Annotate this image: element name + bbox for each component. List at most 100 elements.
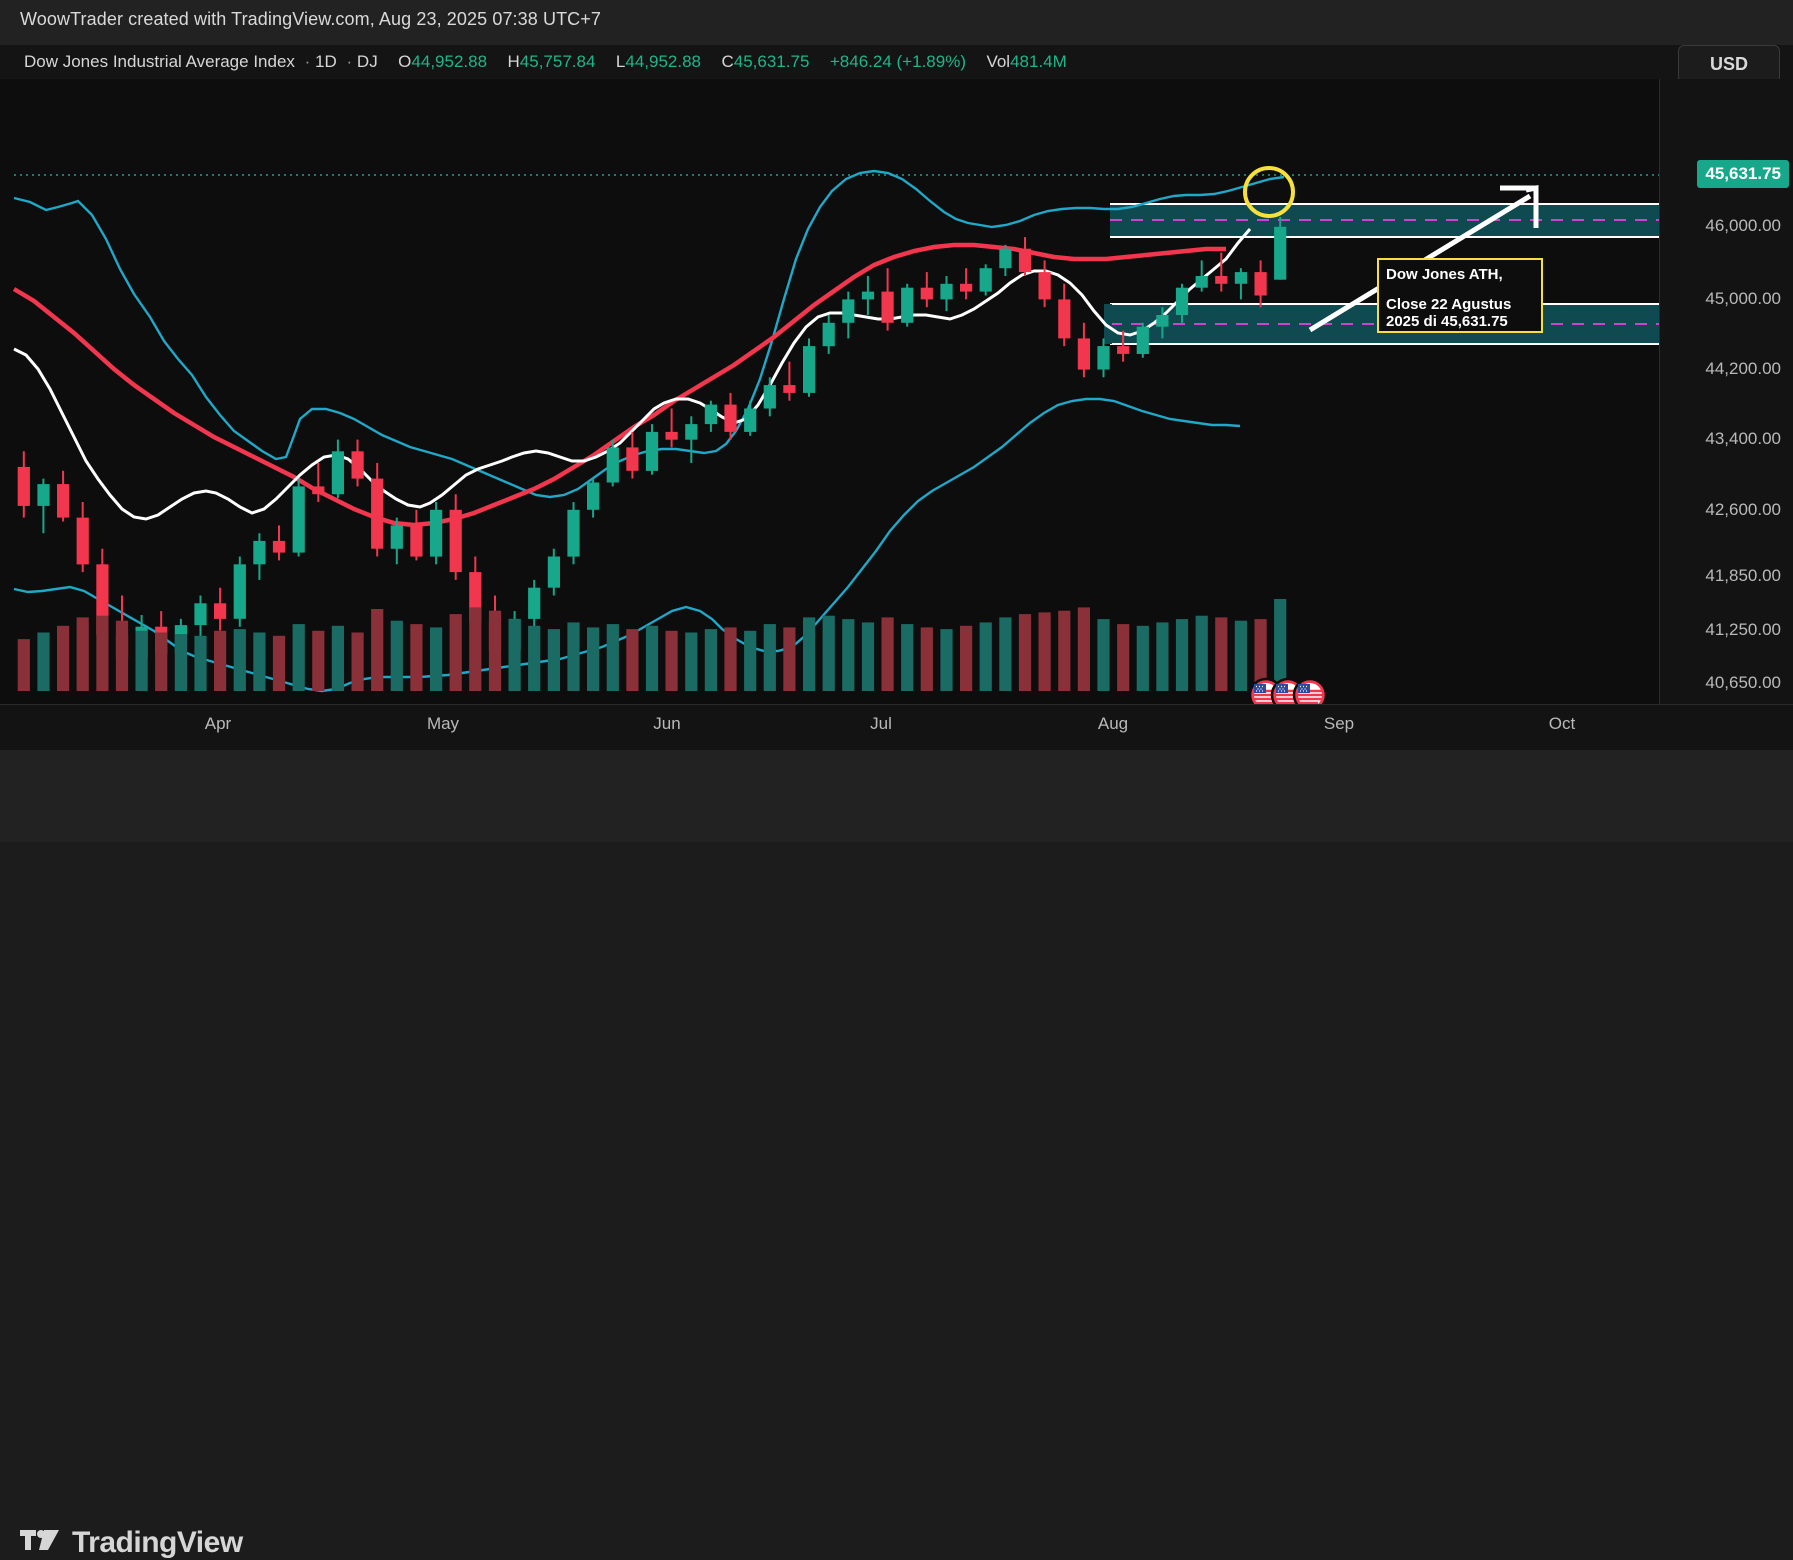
tradingview-logo[interactable]: TradingView (20, 1526, 243, 1560)
volume-bar (1175, 619, 1189, 691)
candle-body (1038, 272, 1051, 300)
candle-body (37, 484, 50, 506)
volume-bar (685, 632, 698, 691)
volume-bar (1058, 610, 1071, 691)
volume-bar (115, 620, 129, 691)
volume-bar (724, 627, 737, 691)
candle-body (253, 540, 266, 565)
volume-bar (861, 622, 875, 691)
volume-bar (37, 632, 50, 691)
legend-volume-value: 481.4M (1010, 52, 1067, 71)
candle-body (803, 346, 816, 393)
candle-body (410, 525, 423, 557)
candle-body (881, 291, 894, 323)
volume-bar (17, 639, 30, 691)
candle-body (842, 299, 855, 323)
volume-bar (528, 625, 541, 691)
legend-exchange: DJ (356, 52, 378, 71)
volume-bar (960, 625, 973, 691)
volume-bar (567, 622, 580, 691)
volume-bar (1274, 599, 1287, 691)
price-tick-6: 41,850.00 (1705, 566, 1781, 585)
volume-bar (803, 617, 816, 691)
economic-event-markers[interactable] (1246, 674, 1358, 716)
legend-change-value: +846.24 (+1.89%) (829, 52, 966, 71)
legend-interval[interactable]: 1D (315, 52, 337, 71)
candlestick-series (17, 217, 1287, 691)
volume-bar (783, 627, 796, 691)
candle-body (1156, 315, 1169, 327)
volume-bar (822, 615, 835, 691)
time-tick-apr: Apr (204, 714, 232, 733)
candle-body (979, 268, 992, 292)
volume-bar (292, 624, 305, 691)
candle-body (685, 424, 698, 440)
volume-bar (704, 629, 717, 691)
candle-body (999, 248, 1012, 269)
volume-bar (1254, 619, 1267, 691)
candle-body (763, 385, 776, 409)
volume-bar (233, 629, 246, 691)
volume-bar (645, 625, 659, 691)
price-axis-divider (1659, 79, 1660, 704)
candle-body (351, 451, 364, 479)
volume-bar (312, 630, 325, 691)
candle-body (1254, 272, 1267, 296)
ath-annotation-box[interactable]: Dow Jones ATH, Close 22 Agustus 2025 di … (1377, 258, 1543, 333)
volume-bar (57, 625, 70, 691)
candle-body (665, 431, 678, 440)
moving-average-white (13, 228, 1252, 521)
current-price-tag: 45,631.75 (1697, 160, 1789, 188)
volume-bar (1195, 615, 1208, 691)
candle-body (1234, 272, 1247, 284)
volume-bar (901, 624, 914, 691)
candle-body (390, 525, 403, 549)
volume-bar (606, 624, 619, 691)
volume-bar (1097, 619, 1110, 691)
price-tick-2: 45,000.00 (1705, 289, 1781, 308)
legend-sep-1: · (304, 52, 311, 71)
volume-bar (881, 617, 894, 691)
price-chart-pane[interactable] (0, 79, 1659, 704)
currency-badge-label: USD (1709, 53, 1748, 74)
time-tick-may: May (426, 714, 460, 733)
watermark-text: WoowTrader created with TradingView.com,… (20, 9, 601, 29)
volume-bar (979, 622, 992, 691)
volume-bar (744, 630, 757, 691)
volume-bar (626, 629, 639, 691)
volume-bar (1136, 625, 1149, 691)
time-tick-aug: Aug (1097, 714, 1129, 733)
candle-body (57, 484, 70, 518)
candle-body (1018, 248, 1032, 273)
volume-bar (1215, 617, 1228, 691)
candle-body (312, 486, 325, 495)
time-axis[interactable] (0, 704, 1793, 750)
tradingview-mark-icon (20, 1530, 59, 1550)
candle-body (1117, 346, 1130, 354)
ath-breakout-highlight-circle (1243, 166, 1295, 218)
candle-body (783, 385, 796, 393)
volume-bar (272, 635, 286, 691)
candle-body (371, 478, 384, 549)
volume-bar (214, 630, 227, 691)
candle-body (76, 517, 89, 565)
candle-body (1195, 276, 1208, 288)
volume-bar (508, 619, 521, 691)
time-tick-jun: Jun (653, 714, 681, 733)
price-tick-3: 44,200.00 (1705, 359, 1781, 378)
us-flag-icon-3[interactable] (1292, 677, 1328, 713)
candle-body (822, 322, 835, 347)
volume-bar (331, 625, 344, 691)
candle-body (606, 447, 619, 483)
volume-bar (1077, 607, 1090, 691)
volume-bar (920, 627, 933, 691)
volume-bar (469, 607, 482, 691)
legend-symbol-name[interactable]: Dow Jones Industrial Average Index (24, 52, 295, 71)
volume-bar (76, 617, 89, 691)
volume-bar (410, 624, 423, 691)
candle-body (901, 287, 914, 323)
currency-badge[interactable]: USD (1678, 45, 1780, 83)
volume-bar (371, 609, 384, 691)
top-watermark-bar: WoowTrader created with TradingView.com,… (0, 0, 1793, 45)
